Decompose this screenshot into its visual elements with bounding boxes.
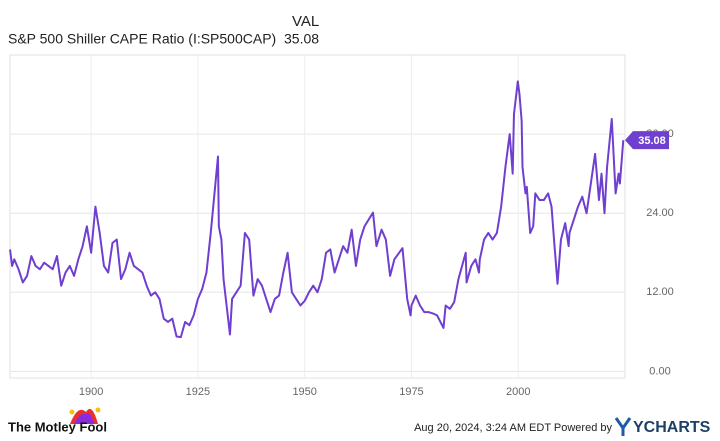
y-tick-label: 0.00 [649,365,670,377]
value-flag [625,131,669,150]
y-tick-label: 24.00 [646,207,674,219]
x-tick-label: 2000 [506,386,530,398]
x-tick-label: 1950 [292,386,316,398]
timestamp: Aug 20, 2024, 3:24 AM EDT Powered by [414,422,612,434]
x-tick-label: 1975 [399,386,423,398]
x-tick-label: 1925 [186,386,210,398]
value-header: VAL [292,13,319,30]
value-flag-label: 35.08 [638,135,666,147]
legend-value: 35.08 [284,31,319,47]
legend-entry: S&P 500 Shiller CAPE Ratio (I:SP500CAP) [8,31,276,47]
ycharts-icon [614,417,632,436]
credit: The Motley Fool [8,419,107,434]
x-tick-label: 1900 [79,386,103,398]
y-tick-label: 12.00 [646,286,674,298]
plot-frame [9,54,626,379]
line-series [9,80,625,339]
brand: YCHARTS [633,419,711,436]
motley-fool-logo [69,407,101,424]
